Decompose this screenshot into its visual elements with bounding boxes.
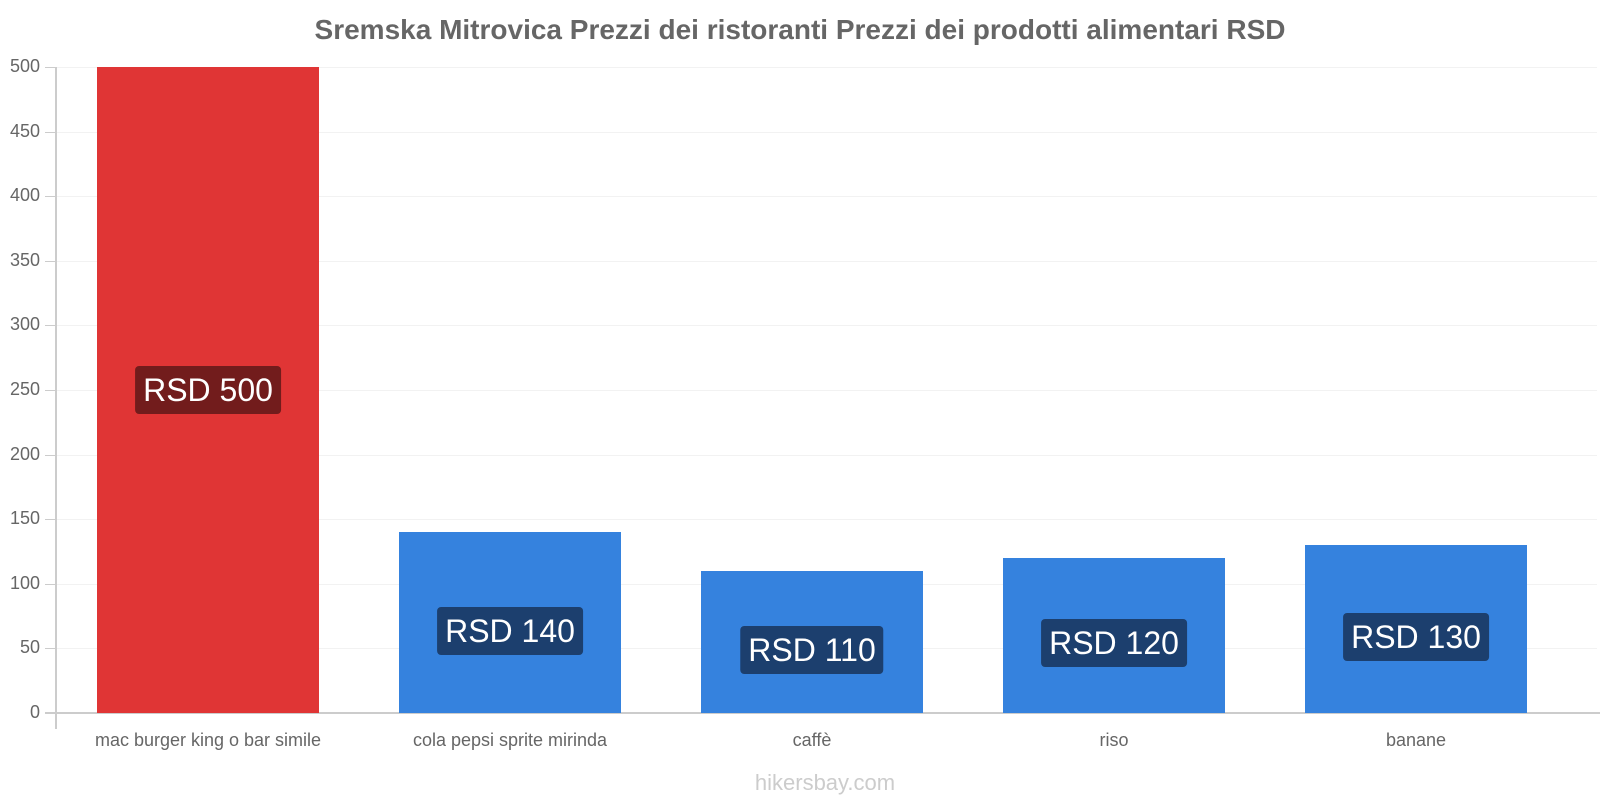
y-tick-label: 100: [9, 572, 40, 593]
chart-title: Sremska Mitrovica Prezzi dei ristoranti …: [314, 14, 1286, 45]
bar: RSD 500: [97, 67, 319, 713]
y-tick-label: 300: [9, 314, 40, 335]
y-tick-label: 400: [9, 185, 40, 206]
gridline: [57, 196, 1597, 198]
bar-value-label: RSD 110: [740, 625, 884, 674]
y-tick-mark: [45, 260, 55, 262]
gridline: [57, 260, 1597, 262]
bar: RSD 130: [1305, 545, 1527, 713]
y-tick-label: 350: [9, 249, 40, 270]
x-tick-label: cola pepsi sprite mirinda: [412, 730, 608, 750]
bar: RSD 110: [701, 570, 923, 713]
y-tick-mark: [45, 325, 55, 327]
bar-value-label: RSD 140: [437, 606, 583, 655]
gridline: [57, 325, 1597, 327]
x-tick-label: riso: [1099, 730, 1129, 750]
x-tick-label: mac burger king o bar simile: [94, 730, 322, 750]
bar-value-label: RSD 120: [1041, 619, 1187, 668]
gridline: [57, 519, 1597, 521]
watermark: hikersbay.com: [754, 770, 896, 795]
bar: RSD 120: [1003, 557, 1225, 713]
y-tick-mark: [45, 519, 55, 521]
y-tick-mark: [45, 454, 55, 456]
gridline: [57, 131, 1597, 133]
bar-value-label: RSD 500: [135, 366, 281, 414]
gridline: [57, 454, 1597, 456]
gridline: [57, 390, 1597, 391]
bar-value-label: RSD 130: [1343, 613, 1489, 661]
y-tick-label: 200: [9, 443, 40, 464]
y-tick-mark: [45, 131, 55, 133]
y-tick-mark: [45, 67, 55, 68]
y-tick-label: 500: [9, 56, 40, 76]
y-tick-label: 250: [9, 379, 40, 399]
y-tick-mark: [45, 196, 55, 198]
y-tick-label: 450: [9, 120, 40, 141]
x-tick-label: banane: [1385, 730, 1447, 750]
x-axis-line: [45, 712, 1600, 714]
y-tick-mark: [45, 390, 55, 391]
y-tick-label: 50: [19, 637, 40, 658]
y-tick-label: 0: [29, 702, 40, 722]
y-axis-line: [55, 67, 57, 729]
bar: RSD 140: [399, 532, 621, 713]
y-tick-label: 150: [9, 508, 40, 529]
y-tick-mark: [45, 583, 55, 585]
x-tick-label: caffè: [792, 730, 832, 750]
gridline: [57, 67, 1597, 68]
y-tick-mark: [45, 648, 55, 650]
